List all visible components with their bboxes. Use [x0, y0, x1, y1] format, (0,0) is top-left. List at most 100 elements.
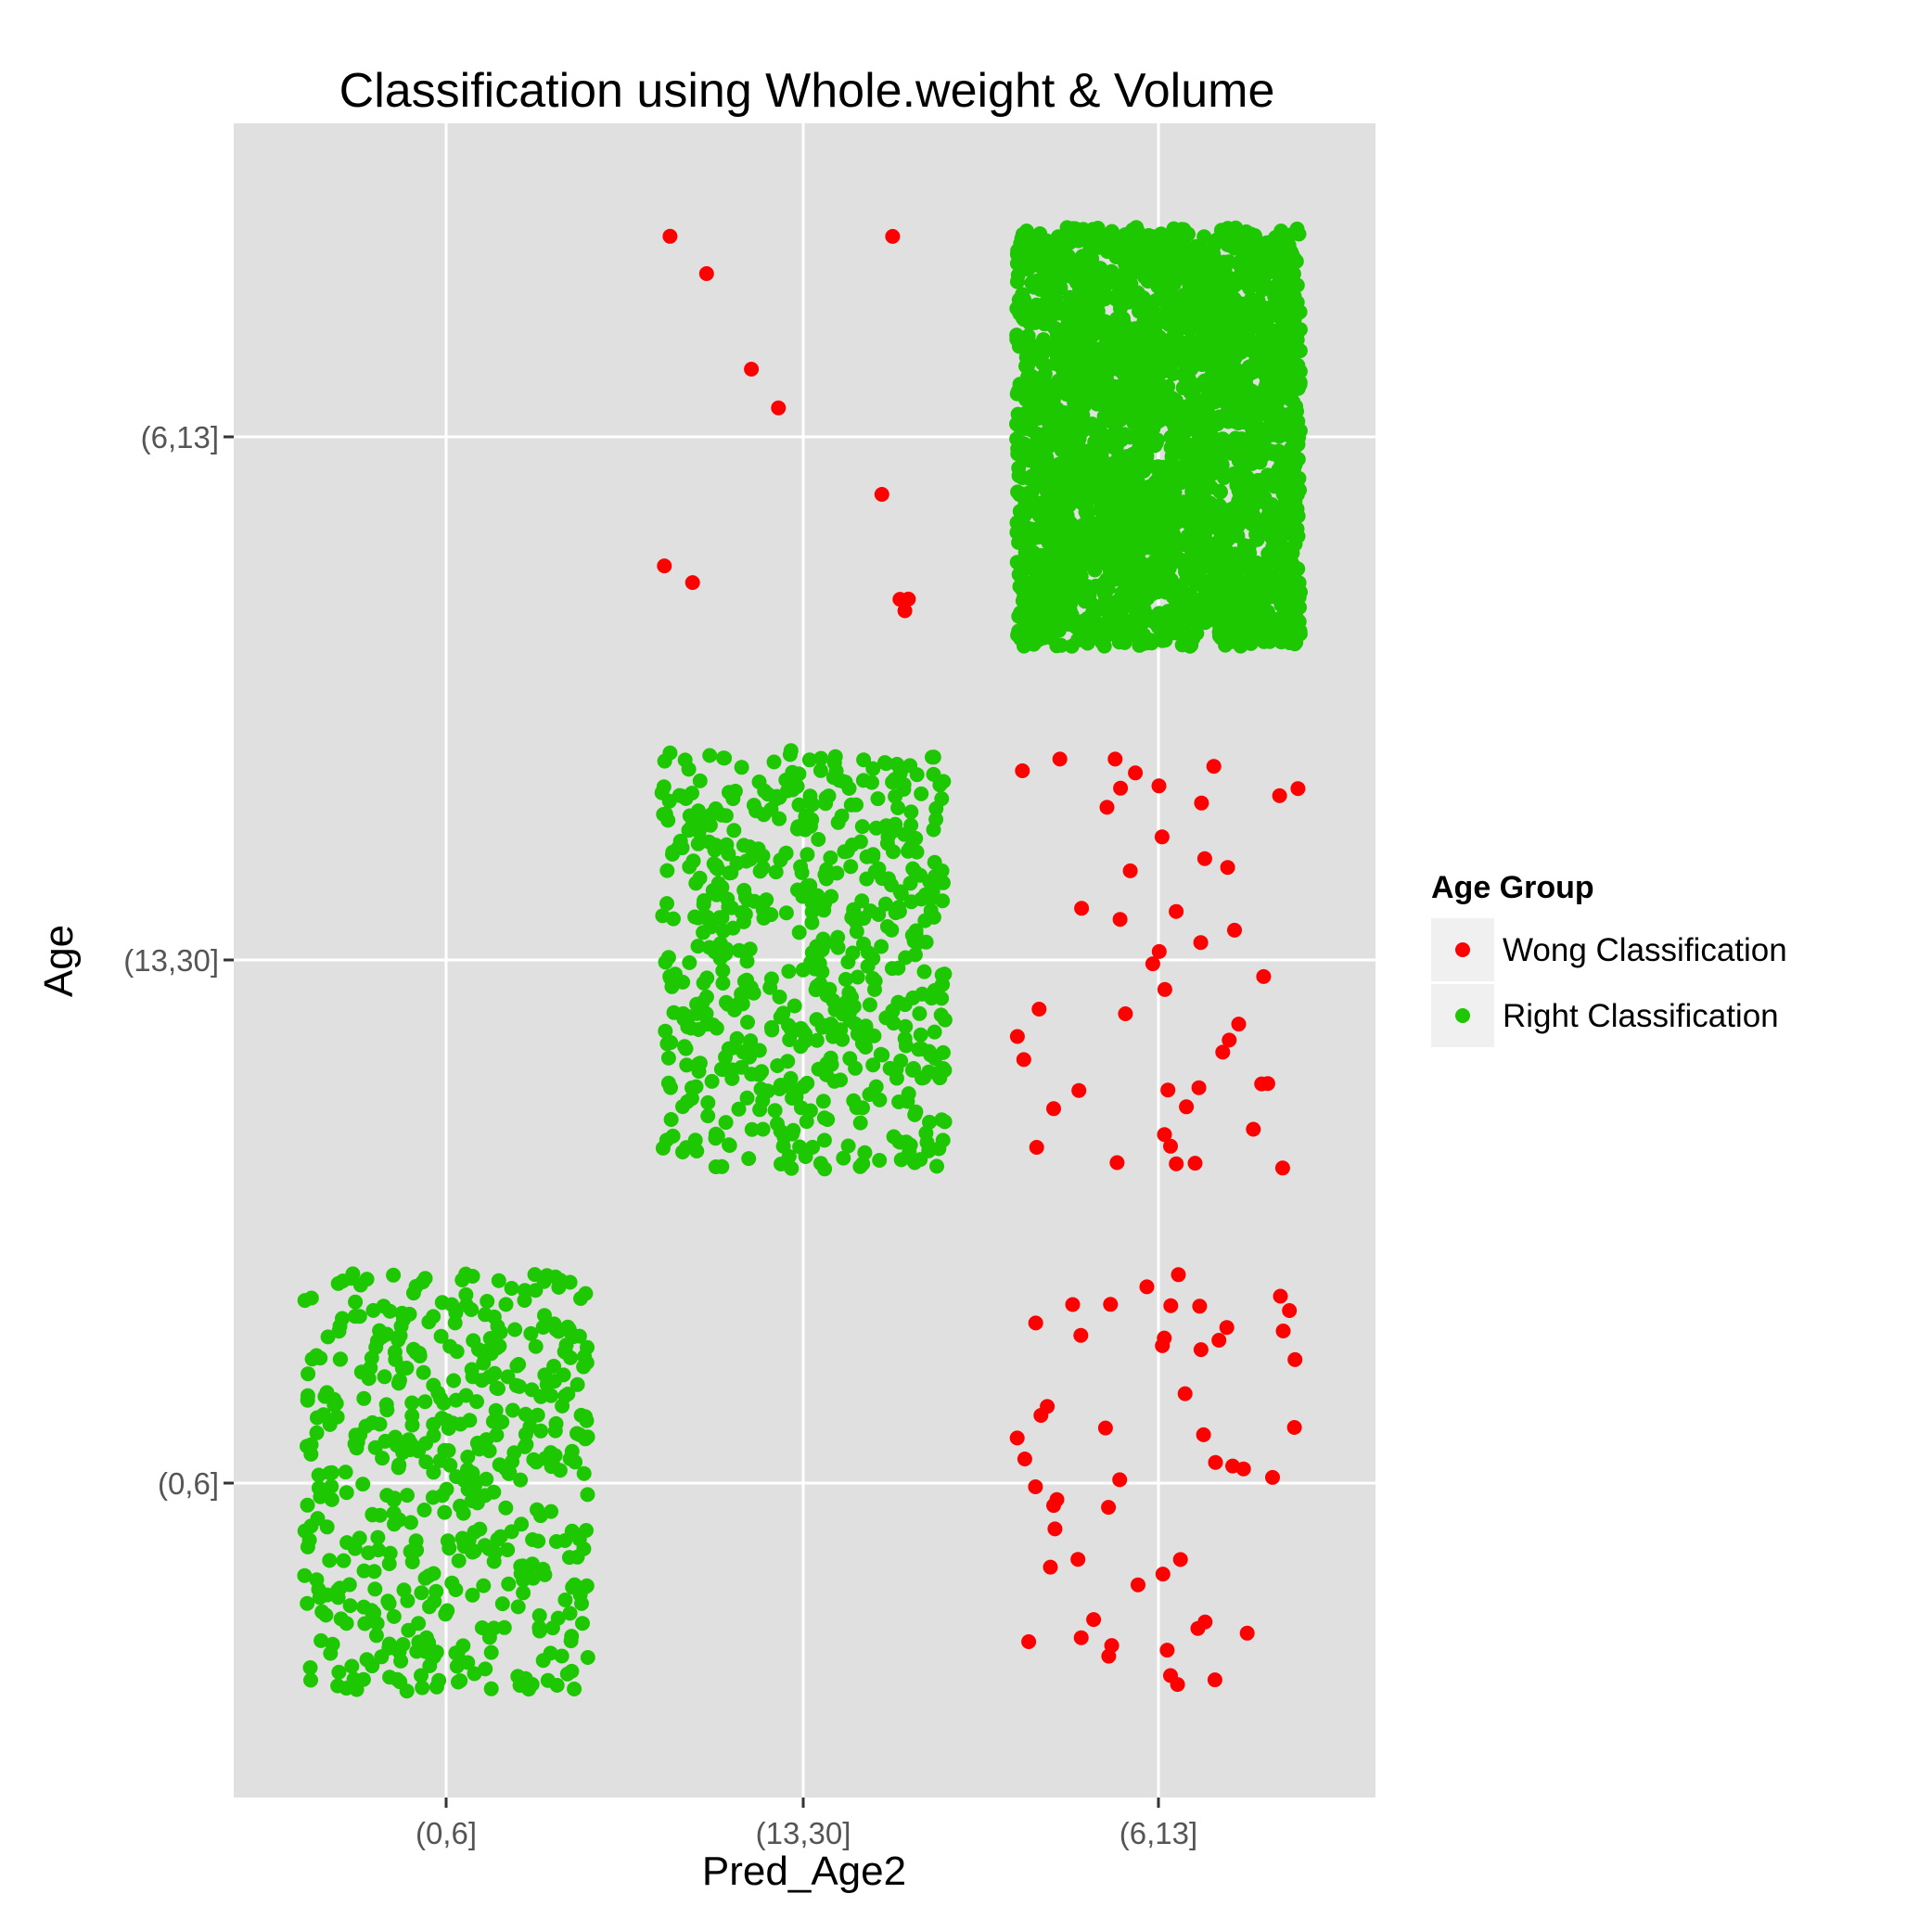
right-classification-point	[1011, 467, 1027, 483]
right-classification-point	[1188, 238, 1204, 254]
right-classification-point	[1113, 528, 1129, 544]
right-classification-point	[855, 773, 871, 788]
right-classification-point	[1256, 427, 1272, 442]
right-classification-point	[301, 1366, 316, 1382]
right-classification-point	[576, 1359, 592, 1375]
right-classification-point	[1172, 255, 1188, 271]
wrong-classification-point	[1272, 787, 1287, 803]
right-classification-point	[478, 1307, 493, 1323]
right-classification-point	[1144, 635, 1159, 651]
right-classification-point	[1201, 310, 1216, 326]
right-classification-point	[907, 947, 923, 963]
right-classification-point	[800, 847, 815, 863]
right-classification-point	[690, 939, 706, 954]
right-classification-point	[781, 964, 797, 979]
right-classification-point	[1128, 365, 1143, 381]
right-classification-point	[1168, 329, 1183, 345]
right-classification-point	[1102, 621, 1118, 637]
wrong-classification-point	[1016, 1052, 1031, 1068]
right-classification-point	[1025, 406, 1041, 422]
right-classification-point	[483, 1681, 499, 1696]
right-classification-point	[441, 1541, 457, 1556]
right-classification-point	[444, 1415, 460, 1431]
right-classification-point	[1247, 292, 1262, 308]
right-classification-point	[1010, 446, 1026, 462]
right-classification-point	[355, 1671, 371, 1687]
right-classification-point	[500, 1542, 516, 1557]
right-classification-point	[368, 1339, 384, 1355]
right-classification-point	[1222, 445, 1238, 461]
right-classification-point	[458, 1298, 474, 1313]
wrong-classification-point	[1099, 800, 1115, 815]
right-classification-point	[719, 837, 735, 852]
x-tick-label: (6,13]	[1120, 1816, 1197, 1850]
right-classification-point	[687, 1132, 703, 1148]
right-classification-point	[744, 1121, 760, 1137]
right-classification-point	[909, 844, 925, 860]
right-classification-point	[525, 1532, 541, 1547]
right-classification-point	[338, 1465, 353, 1480]
right-classification-point	[319, 1519, 335, 1535]
right-classification-point	[417, 1394, 433, 1410]
right-classification-point	[451, 1553, 467, 1568]
right-classification-point	[740, 1015, 755, 1030]
right-classification-point	[1029, 297, 1044, 313]
right-classification-point	[818, 796, 834, 812]
wrong-classification-point	[1275, 1324, 1291, 1338]
right-classification-point	[512, 1378, 527, 1394]
right-classification-point	[746, 798, 761, 813]
wrong-classification-point	[1220, 860, 1235, 876]
right-classification-point	[833, 1072, 849, 1088]
right-classification-point	[1170, 617, 1185, 633]
wrong-classification-point	[1206, 759, 1222, 774]
right-classification-point	[1087, 613, 1103, 629]
right-classification-point	[408, 1533, 424, 1549]
right-classification-point	[568, 1454, 583, 1470]
right-classification-point	[332, 1351, 348, 1367]
right-classification-point	[1141, 227, 1157, 243]
legend-key-right	[1455, 1008, 1470, 1023]
right-classification-point	[702, 748, 718, 763]
right-classification-point	[1275, 486, 1291, 502]
right-classification-point	[1018, 525, 1034, 541]
right-classification-point	[812, 762, 828, 778]
right-classification-point	[489, 1427, 505, 1443]
right-classification-point	[914, 786, 929, 801]
right-classification-point	[1200, 599, 1216, 615]
wrong-classification-point	[1015, 763, 1030, 778]
right-classification-point	[856, 936, 871, 952]
right-classification-point	[1183, 403, 1198, 418]
wrong-classification-point	[1171, 1267, 1186, 1283]
wrong-classification-point	[1177, 1386, 1193, 1401]
right-classification-point	[1228, 546, 1243, 562]
right-classification-point	[1271, 416, 1286, 432]
right-classification-point	[1231, 615, 1247, 631]
right-classification-point	[1013, 605, 1029, 621]
wrong-classification-point	[1155, 1337, 1171, 1353]
right-classification-point	[1290, 357, 1306, 373]
wrong-classification-point	[897, 603, 913, 619]
right-classification-point	[1277, 331, 1293, 347]
right-classification-point	[1029, 593, 1044, 608]
right-classification-point	[1200, 352, 1216, 368]
right-classification-point	[529, 1454, 544, 1470]
right-classification-point	[802, 815, 818, 831]
right-classification-point	[379, 1326, 395, 1342]
right-classification-point	[577, 1580, 593, 1595]
right-classification-point	[1068, 447, 1083, 463]
right-classification-point	[875, 1047, 890, 1063]
right-classification-point	[1210, 389, 1226, 404]
right-classification-point	[331, 1664, 347, 1680]
right-classification-point	[791, 925, 807, 940]
right-classification-point	[698, 1005, 714, 1021]
right-classification-point	[1064, 301, 1080, 316]
right-classification-point	[414, 1668, 429, 1683]
right-classification-point	[658, 1023, 673, 1039]
right-classification-point	[1161, 526, 1176, 542]
right-classification-point	[532, 1508, 548, 1524]
wrong-classification-point	[1196, 851, 1212, 866]
right-classification-point	[1097, 472, 1113, 488]
right-classification-point	[1023, 469, 1039, 485]
right-classification-point	[1288, 253, 1304, 269]
right-classification-point	[663, 1080, 678, 1095]
